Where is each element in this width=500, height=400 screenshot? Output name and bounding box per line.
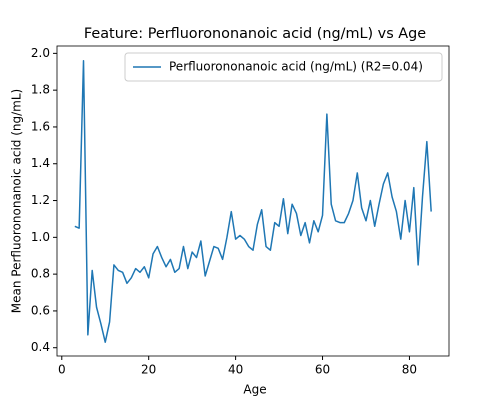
y-tick-label: 1.6 (31, 119, 50, 133)
data-line (74, 59, 432, 343)
chart-title: Feature: Perfluorononanoic acid (ng/mL) … (84, 26, 426, 42)
y-tick-label: 0.8 (31, 267, 50, 281)
y-tick-label: 1.4 (31, 156, 50, 170)
x-tick-label: 60 (315, 363, 330, 377)
y-axis-label: Mean Perfluorononanoic acid (ng/mL) (10, 89, 24, 313)
x-tick-label: 40 (228, 363, 243, 377)
y-tick-label: 1.0 (31, 230, 50, 244)
y-tick-label: 0.4 (31, 340, 50, 354)
y-tick-label: 1.8 (31, 83, 50, 97)
legend-label: Perfluorononanoic acid (ng/mL) (R2=0.04) (169, 60, 423, 74)
x-axis-label: Age (243, 383, 266, 397)
legend-box (124, 52, 443, 82)
y-tick-label: 0.6 (31, 303, 50, 317)
y-tick-label: 2.0 (31, 46, 50, 60)
plot-frame (56, 45, 450, 357)
x-tick-label: 0 (58, 363, 66, 377)
x-tick-label: 20 (141, 363, 156, 377)
y-tick-label: 1.2 (31, 193, 50, 207)
x-tick-label: 80 (402, 363, 417, 377)
